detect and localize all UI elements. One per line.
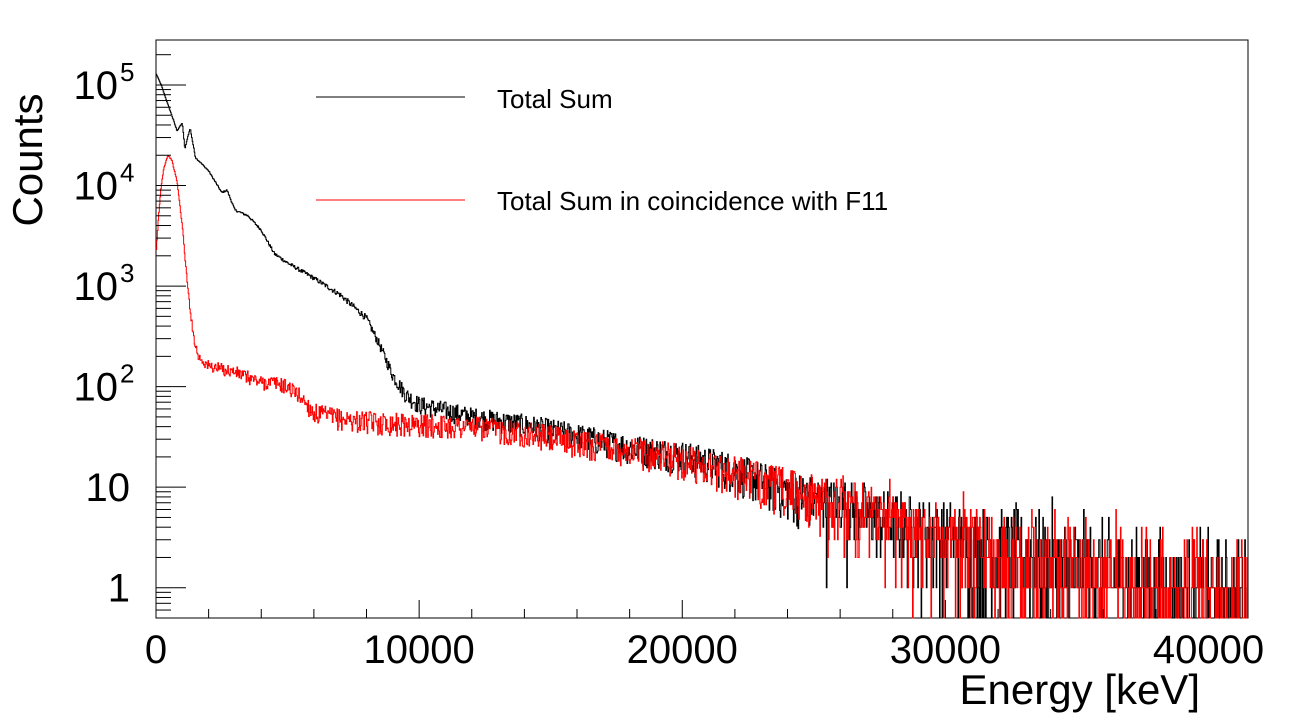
y-axis-title: Counts [4, 93, 51, 226]
y-tick-exponent: 2 [120, 359, 134, 389]
y-tick-exponent: 3 [120, 258, 134, 288]
plot-frame [155, 39, 1249, 619]
x-tick-label: 30000 [890, 628, 1001, 672]
series-line-total-sum [156, 73, 1248, 619]
x-tick-label: 0 [145, 628, 167, 672]
series-line-coincidence-f11 [156, 155, 1248, 619]
y-tick-label: 10 [86, 466, 131, 510]
x-tick-label: 10000 [364, 628, 475, 672]
y-tick-label: 1 [108, 567, 130, 611]
y-tick-label: 10 [74, 366, 119, 410]
legend: Total Sum Total Sum in coincidence with … [316, 84, 888, 216]
x-tick-label: 40000 [1153, 628, 1264, 672]
y-tick-exponent: 4 [120, 158, 134, 188]
legend-label-total-sum: Total Sum [497, 84, 613, 114]
y-tick-exponent: 5 [120, 57, 134, 87]
x-axis-title: Energy [keV] [960, 666, 1200, 713]
legend-label-coincidence: Total Sum in coincidence with F11 [497, 186, 888, 216]
x-tick-label: 20000 [627, 628, 738, 672]
series-layer [156, 73, 1248, 619]
y-tick-label: 10 [74, 165, 119, 209]
y-tick-label: 10 [74, 64, 119, 108]
y-tick-label: 10 [74, 265, 119, 309]
